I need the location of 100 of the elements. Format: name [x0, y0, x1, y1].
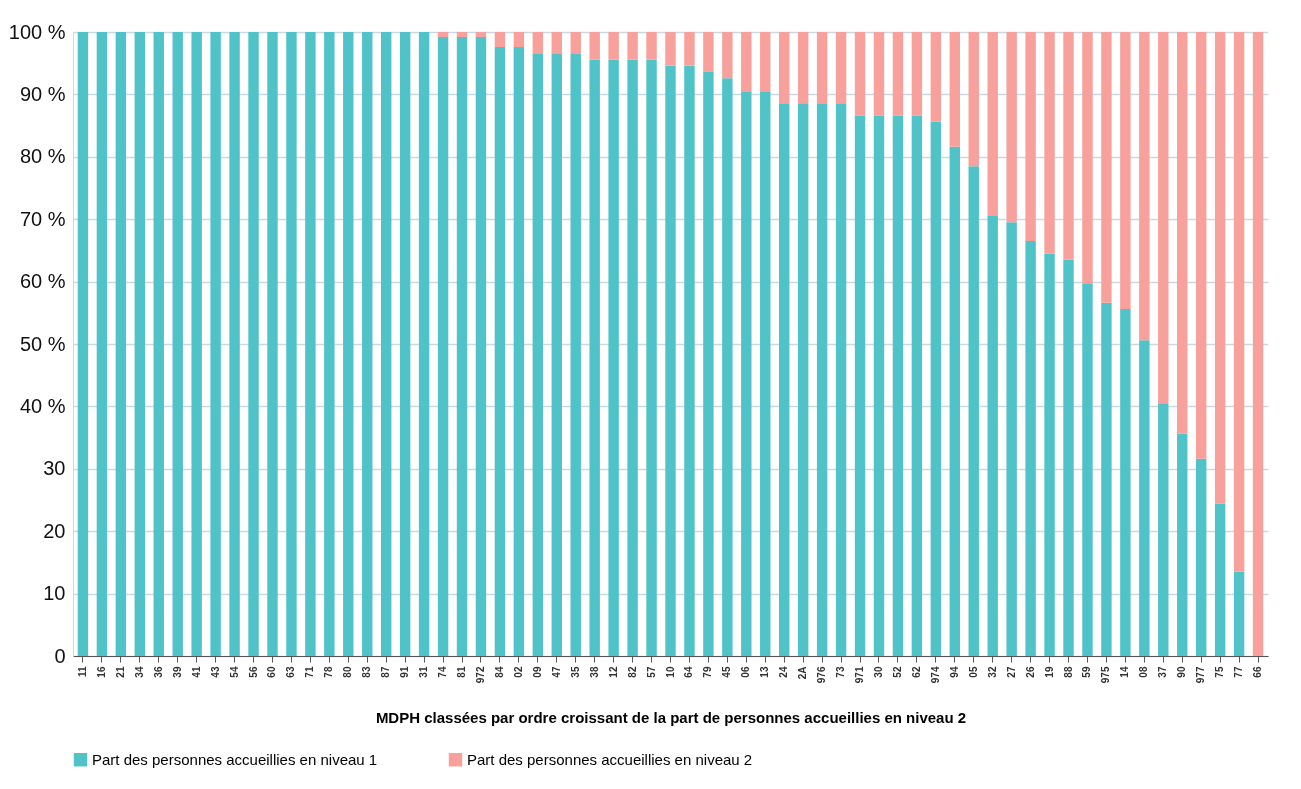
bar	[646, 59, 657, 656]
x-tick-label: 77	[1233, 666, 1245, 678]
x-tick-label: 24	[778, 666, 790, 678]
y-tick-label: 40 %	[19, 394, 66, 417]
x-tick-label: 06	[740, 666, 752, 678]
x-tick-label: 972	[474, 666, 486, 684]
y-tick-label: 0	[54, 644, 66, 667]
bar	[551, 32, 562, 54]
bar	[873, 32, 885, 116]
bar	[930, 32, 942, 122]
bar	[1214, 503, 1226, 656]
bar	[589, 59, 600, 656]
bar	[1120, 309, 1131, 656]
bar	[191, 32, 202, 656]
bar	[835, 103, 847, 656]
bar	[835, 32, 847, 104]
bar	[153, 32, 164, 656]
bar	[475, 32, 487, 37]
bar	[343, 32, 354, 656]
bar	[779, 103, 790, 656]
bar	[324, 32, 335, 656]
bar	[1233, 571, 1245, 656]
x-tick-label: 13	[759, 666, 771, 678]
x-tick-label: 37	[1157, 666, 1169, 678]
bar	[305, 32, 316, 656]
bar	[987, 216, 998, 656]
bar	[627, 32, 638, 60]
bar	[248, 32, 259, 656]
bar	[494, 46, 506, 656]
bar	[229, 32, 240, 656]
y-tick-label: 90 %	[19, 82, 66, 105]
bar	[703, 71, 714, 656]
bar	[627, 59, 638, 656]
bar	[589, 32, 600, 60]
x-tick-label: 80	[342, 666, 354, 678]
y-tick-label: 30	[43, 457, 66, 480]
bar	[532, 32, 544, 54]
bar	[1177, 32, 1188, 434]
x-tick-label: 79	[702, 666, 714, 678]
x-tick-label: 63	[285, 666, 297, 678]
bar	[722, 78, 733, 656]
legend-label: Part des personnes accueillies en niveau 1	[92, 750, 378, 768]
y-tick-label: 70 %	[19, 207, 66, 230]
x-tick-label: 34	[133, 666, 145, 678]
bar	[1139, 32, 1150, 341]
x-tick-label: 09	[531, 666, 543, 678]
bar	[77, 32, 89, 656]
bar	[816, 103, 828, 656]
bar	[456, 36, 468, 656]
bar	[968, 166, 979, 656]
x-tick-label: 75	[1214, 666, 1226, 678]
y-tick-label: 100 %	[8, 20, 66, 43]
bar	[362, 32, 373, 656]
bar	[513, 46, 525, 656]
x-tick-label: 38	[588, 666, 600, 678]
bar	[570, 32, 581, 54]
bar	[437, 32, 449, 37]
bar	[551, 53, 562, 656]
x-tick-label: 81	[456, 666, 468, 678]
bar	[703, 32, 714, 72]
bar	[1006, 222, 1017, 656]
x-tick-label: 60	[266, 666, 278, 678]
bar	[608, 59, 619, 656]
x-tick-label: 26	[1024, 666, 1036, 678]
x-tick-label: 56	[247, 666, 259, 678]
bar	[760, 32, 771, 92]
bar	[741, 32, 752, 92]
x-tick-label: 05	[967, 666, 979, 678]
x-tick-label: 91	[399, 666, 411, 678]
bar	[608, 32, 619, 60]
bar	[1063, 32, 1074, 260]
x-tick-label: 43	[209, 666, 221, 678]
x-tick-label: 73	[835, 666, 847, 678]
x-tick-label: 974	[929, 666, 941, 684]
bar	[854, 115, 866, 656]
x-tick-label: 19	[1043, 666, 1055, 678]
x-tick-label: 47	[550, 666, 562, 678]
x-tick-label: 976	[816, 666, 828, 684]
bar	[722, 32, 733, 79]
bar	[1214, 32, 1226, 504]
x-tick-label: 54	[228, 666, 240, 678]
x-tick-label: 21	[114, 666, 126, 678]
bar	[911, 115, 923, 656]
x-tick-label: 977	[1195, 666, 1207, 684]
bar	[115, 32, 127, 656]
bar	[646, 32, 657, 60]
bar	[684, 65, 695, 656]
x-tick-label: 84	[493, 666, 505, 678]
legend-label: Part des personnes accueillies en niveau 2	[467, 750, 753, 768]
bar	[437, 36, 449, 656]
bar	[968, 32, 979, 167]
bar	[1139, 340, 1150, 656]
bar	[134, 32, 146, 656]
x-tick-label: 14	[1119, 666, 1131, 678]
bar	[873, 115, 885, 656]
bar	[779, 32, 790, 104]
bar	[172, 32, 183, 656]
bar	[1063, 259, 1074, 656]
x-tick-label: 64	[683, 666, 695, 678]
x-tick-label: 32	[986, 666, 998, 678]
